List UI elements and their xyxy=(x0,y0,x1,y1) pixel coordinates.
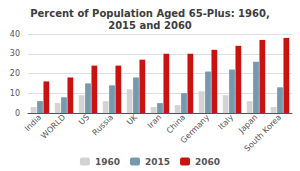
svg-text:Iran: Iran xyxy=(146,113,163,130)
svg-text:0: 0 xyxy=(15,109,20,118)
svg-text:2060: 2060 xyxy=(195,157,220,167)
svg-text:30: 30 xyxy=(10,49,20,58)
svg-text:US: US xyxy=(77,113,91,127)
svg-text:20: 20 xyxy=(10,69,20,78)
svg-text:UK: UK xyxy=(125,112,140,127)
svg-text:Italy: Italy xyxy=(217,113,236,132)
svg-text:Germany: Germany xyxy=(179,113,212,146)
svg-text:1960: 1960 xyxy=(95,157,120,167)
svg-text:WORLD: WORLD xyxy=(39,113,67,141)
svg-text:China: China xyxy=(165,113,188,136)
svg-text:South Korea: South Korea xyxy=(243,113,284,154)
svg-text:Russia: Russia xyxy=(91,113,116,138)
svg-text:2015: 2015 xyxy=(145,157,170,167)
svg-text:India: India xyxy=(23,113,43,133)
svg-text:Japan: Japan xyxy=(236,113,259,136)
svg-text:10: 10 xyxy=(10,89,20,98)
svg-text:40: 40 xyxy=(10,30,20,39)
svg-text:Percent of Population Aged 65-: Percent of Population Aged 65-Plus: 1960… xyxy=(30,8,270,19)
svg-text:2015 and 2060: 2015 and 2060 xyxy=(108,20,192,31)
